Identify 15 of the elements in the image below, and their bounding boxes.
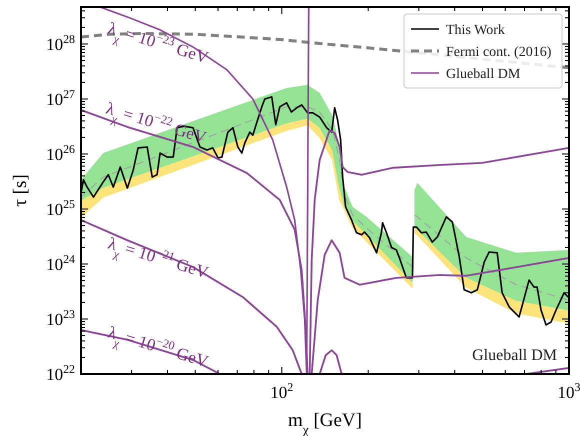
legend-label: Glueball DM [446, 67, 521, 82]
y-tick-label: 10$^{25}$ [46, 196, 76, 219]
y-tick-label: 10$^{26}$ [46, 142, 76, 164]
y-axis-title: τ [s] [10, 174, 31, 207]
y-tick-label: 10$^{23}$ [46, 306, 76, 329]
x-tick-label: 10$^{2}$ [270, 380, 294, 402]
y-tick-label: 10$^{22}$ [46, 362, 76, 384]
x-tick-label: 10$^{3}$ [558, 380, 581, 402]
annotation: Glueball DM [472, 347, 557, 364]
y-tick-label: 10$^{27}$ [46, 86, 76, 109]
legend-label: This Work [446, 23, 505, 38]
legend-label: Fermi cont. (2016) [446, 45, 552, 60]
y-tick-label: 10$^{24}$ [46, 252, 76, 274]
y-tick-label: 10$^{28}$ [46, 32, 76, 54]
x-axis-title: m$_{χ}$ [GeV] [288, 410, 362, 436]
